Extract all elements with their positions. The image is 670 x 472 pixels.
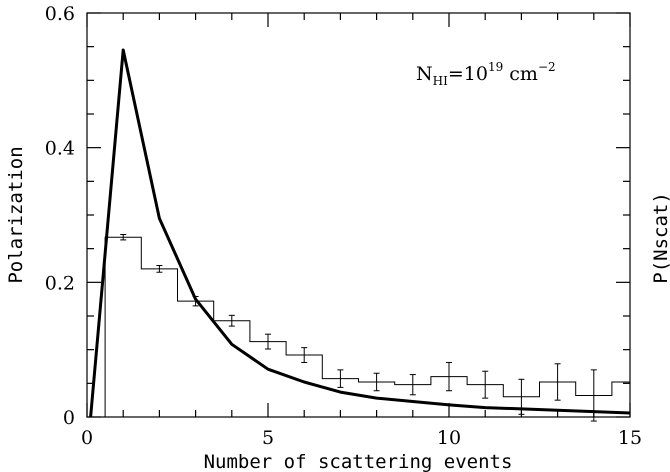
y-tick-label: 0.6 xyxy=(45,3,75,25)
x-tick-label: 5 xyxy=(262,427,274,449)
y-axis-label: Polarization xyxy=(5,146,27,283)
x-axis-label: Number of scattering events xyxy=(204,451,513,472)
annotation-mid: =10 xyxy=(448,63,488,85)
right-axis-label: P(Nscat) xyxy=(650,192,670,284)
column-density-annotation: NHI=1019 cm−2 xyxy=(416,60,556,88)
y-tick-label: 0 xyxy=(63,407,75,429)
annotation-superscript: 19 xyxy=(488,60,503,74)
x-tick-label: 10 xyxy=(437,427,461,449)
x-tick-label: 0 xyxy=(81,427,93,449)
y-tick-label: 0.2 xyxy=(45,272,75,294)
axis-ticks xyxy=(86,12,631,418)
annotation-unit: cm xyxy=(503,63,538,85)
annotation-subscript: HI xyxy=(433,74,448,88)
polarization-curve xyxy=(89,48,631,418)
series-layer xyxy=(89,48,631,422)
annotation-unit-superscript: −2 xyxy=(538,60,556,74)
y-tick-label: 0.4 xyxy=(45,138,75,160)
pnscat-histogram xyxy=(104,236,630,417)
tick-labels: 0 5 10 15 0 0.2 0.4 0.6 xyxy=(45,3,642,449)
annotation-base: N xyxy=(416,63,433,85)
x-tick-label: 15 xyxy=(618,427,642,449)
